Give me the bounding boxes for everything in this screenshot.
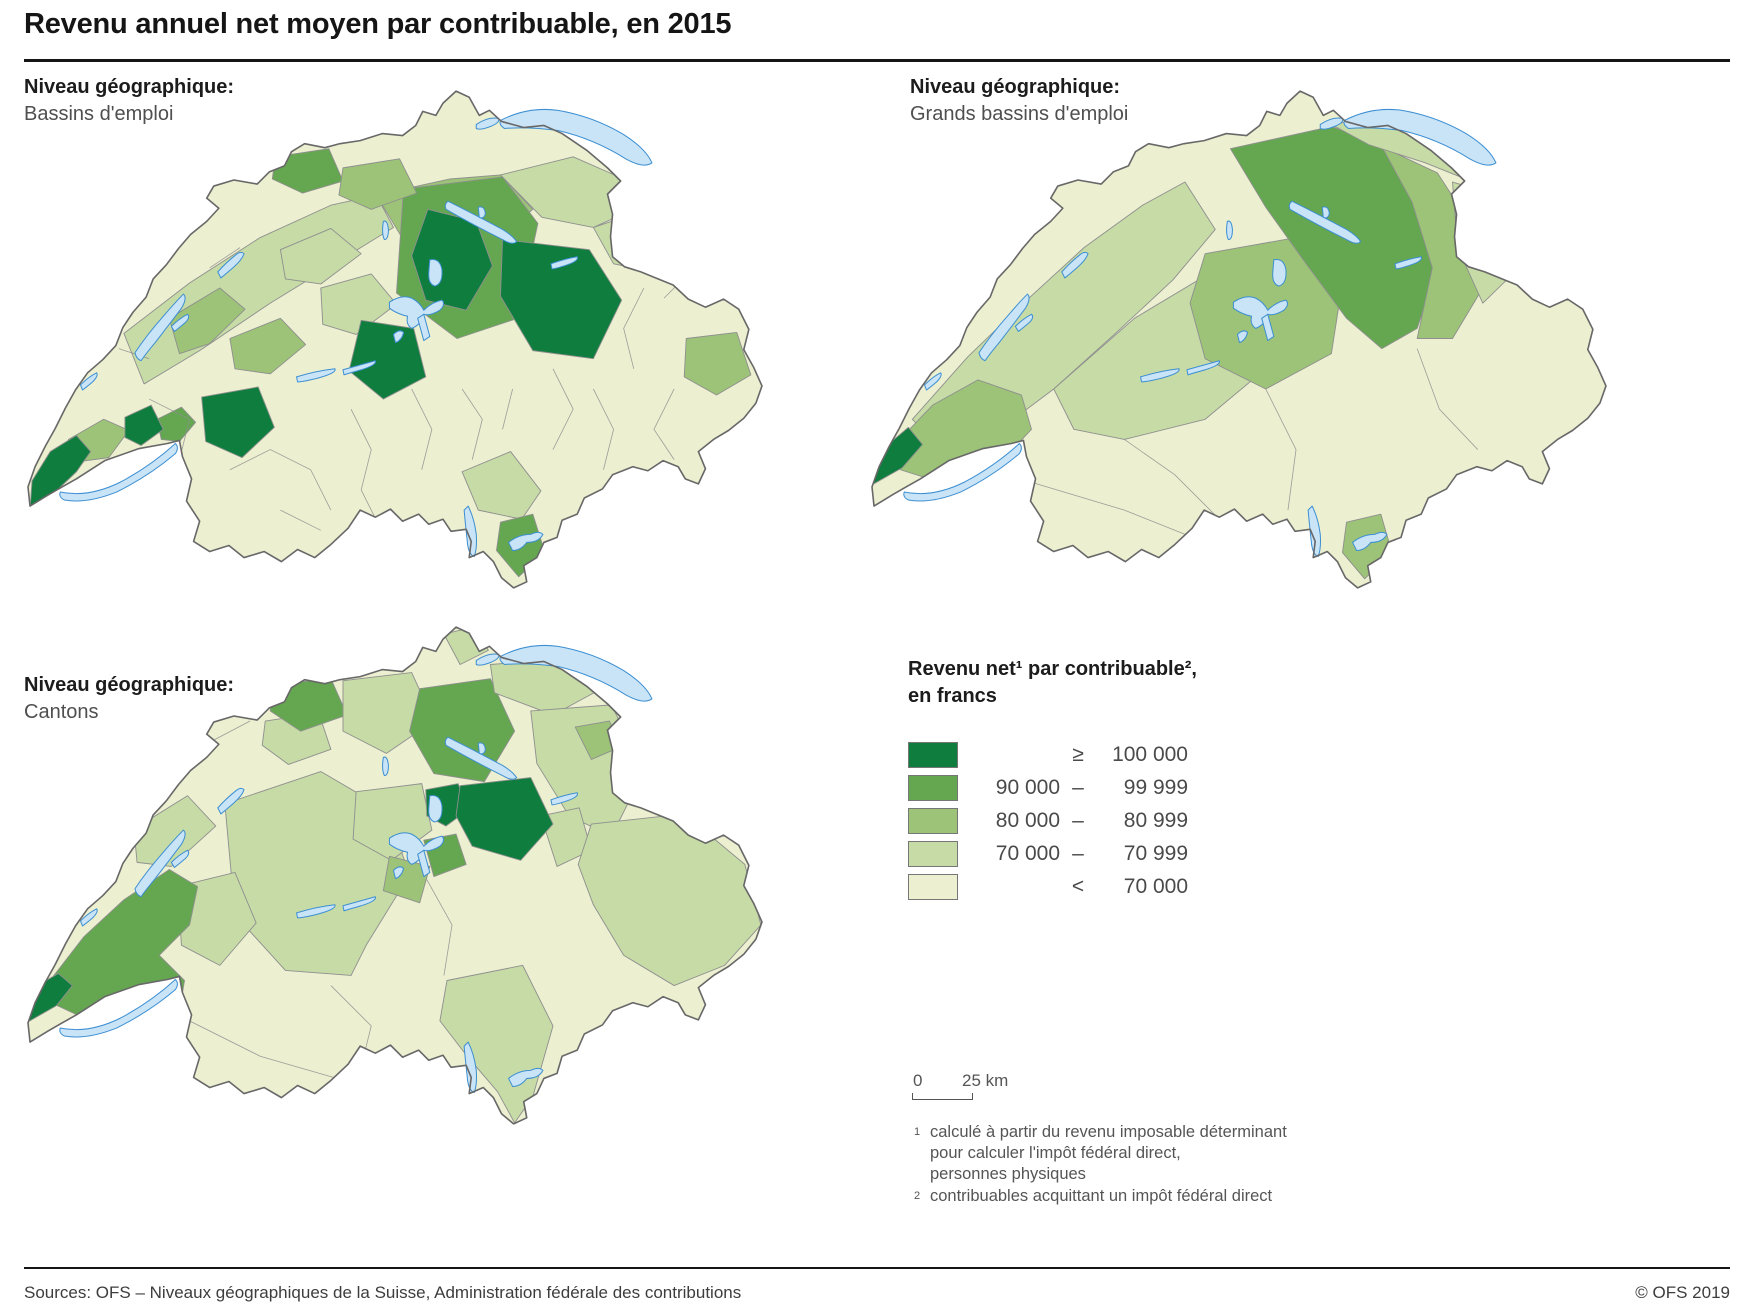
footnote-1: 1 calculé à partir du revenu imposable d…	[913, 1122, 1343, 1185]
footnote-2-marker: 2	[914, 1190, 921, 1202]
footnote-1-marker: 1	[914, 1126, 921, 1138]
footnote-1-line: personnes physiques	[930, 1165, 1086, 1183]
map1-borders	[118, 247, 695, 531]
map1-header: Niveau géographique: Bassins d'emploi	[24, 74, 234, 128]
legend: ≥ 100 000 90 000 – 99 999 80 000 – 80 99…	[908, 742, 1188, 907]
legend-max: 80 999	[1123, 809, 1188, 832]
map3-level-label: Niveau géographique:	[24, 674, 235, 696]
map-grands-bassins-demploi	[871, 90, 1607, 589]
map2-level-label: Niveau géographique:	[910, 76, 1121, 98]
legend-title-line2: en francs	[908, 685, 997, 707]
footnote-1-line: calculé à partir du revenu imposable dét…	[930, 1123, 1287, 1141]
legend-swatch	[908, 874, 958, 900]
legend-max: 70 999	[1123, 842, 1188, 865]
legend-operator: –	[1072, 809, 1084, 832]
map1-level-value: Bassins d'emploi	[24, 103, 174, 125]
legend-row: < 70 000	[908, 874, 1188, 900]
legend-max: 100 000	[1112, 743, 1188, 766]
scale-end-label: 25 km	[962, 1071, 1009, 1090]
legend-row: 90 000 – 99 999	[908, 775, 1188, 801]
legend-row: 80 000 – 80 999	[908, 808, 1188, 834]
footnote-2-line: contribuables acquittant un impôt fédéra…	[930, 1187, 1273, 1205]
legend-swatch	[908, 808, 958, 834]
footnote-1-line: pour calculer l'impôt fédéral direct,	[930, 1144, 1181, 1162]
sources-text: Sources: OFS – Niveaux géographiques de …	[24, 1283, 742, 1302]
title-rule	[24, 59, 1730, 62]
legend-swatch	[908, 841, 958, 867]
map2-level-value: Grands bassins d'emploi	[910, 103, 1129, 125]
map2-borders	[1023, 348, 1479, 543]
map1-level-label: Niveau géographique:	[24, 76, 235, 98]
scale-bracket	[912, 1093, 973, 1100]
legend-title-line1: Revenu net¹ par contribuable²,	[908, 658, 1197, 680]
legend-title: Revenu net¹ par contribuable², en francs	[908, 656, 1197, 710]
footnotes: 1 calculé à partir du revenu imposable d…	[913, 1122, 1343, 1208]
scale-bar: 0 25 km	[912, 1071, 1052, 1100]
legend-operator: –	[1072, 842, 1084, 865]
legend-max: 70 000	[1123, 875, 1188, 898]
legend-max: 99 999	[1123, 776, 1188, 799]
map2-header: Niveau géographique: Grands bassins d'em…	[910, 74, 1128, 128]
legend-min: 80 000	[995, 809, 1060, 832]
legend-row: ≥ 100 000	[908, 742, 1188, 768]
footer-rule	[24, 1267, 1730, 1269]
map3-regions	[28, 627, 762, 1124]
legend-operator: ≥	[1072, 743, 1084, 766]
legend-row: 70 000 – 70 999	[908, 841, 1188, 867]
map-cantons	[27, 626, 763, 1125]
legend-operator: –	[1072, 776, 1084, 799]
footnote-2: 2 contribuables acquittant un impôt fédé…	[913, 1186, 1343, 1207]
legend-min: 90 000	[995, 776, 1060, 799]
page-title: Revenu annuel net moyen par contribuable…	[24, 8, 732, 40]
map-bassins-demploi	[27, 90, 763, 589]
legend-swatch	[908, 742, 958, 768]
legend-operator: <	[1071, 875, 1085, 898]
legend-swatch	[908, 775, 958, 801]
scale-start-label: 0	[913, 1071, 923, 1090]
map3-header: Niveau géographique: Cantons	[24, 672, 234, 726]
legend-min: 70 000	[995, 842, 1060, 865]
map3-level-value: Cantons	[24, 701, 99, 723]
copyright-text: © OFS 2019	[1635, 1283, 1730, 1302]
map3-borders	[179, 720, 453, 1083]
